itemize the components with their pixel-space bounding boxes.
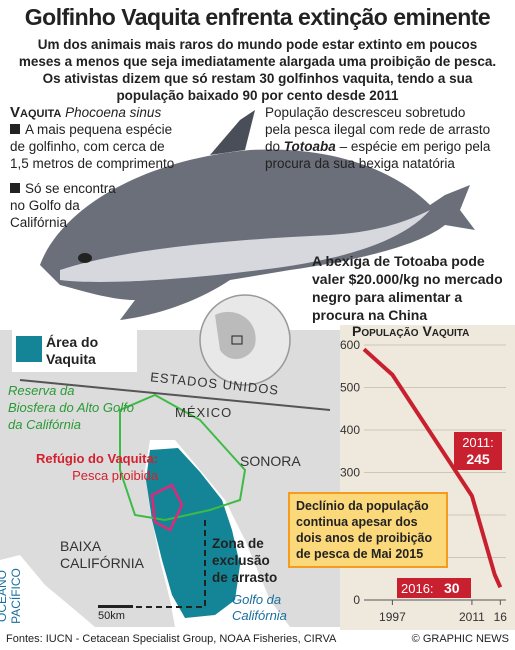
reserve-line: Reserva da xyxy=(8,383,75,398)
note-line: procura na China xyxy=(312,307,428,323)
exclusion-line: de arrasto xyxy=(212,570,278,585)
note-line: A bexiga de Totoaba pode xyxy=(312,253,485,269)
bladder-note: A bexiga de Totoaba pode valer $20.000/k… xyxy=(312,252,503,324)
subtitle-line: meses a menos que seja imediatamente ala… xyxy=(18,54,497,69)
globe-marker xyxy=(231,335,243,345)
note-line: pela pesca ilegal com rede de arrasto xyxy=(265,122,491,137)
exclusion-line: Zona de xyxy=(212,536,264,551)
ocean-line: OCEANO xyxy=(0,570,9,623)
fact: de golfinho, com cerca de xyxy=(10,139,165,154)
baja-line: CALIFÓRNIA xyxy=(60,555,145,571)
x-tick-label: 2011 xyxy=(459,610,485,624)
refuge-label: Refúgio do Vaquita: Pesca proibida xyxy=(36,450,158,484)
fact: Só se encontra xyxy=(25,181,116,196)
callout-line: dois anos de proibição xyxy=(296,531,433,545)
note-line: do xyxy=(265,139,281,154)
y-tick-label: 300 xyxy=(340,466,360,480)
footer: Fontes: IUCN - Cetacean Specialist Group… xyxy=(6,633,509,645)
refuge-outline xyxy=(150,483,184,532)
legend-label: Área do Vaquita xyxy=(46,334,98,368)
ocean-label: OCEANO PACÍFICO xyxy=(0,561,23,631)
globe-land xyxy=(215,311,256,360)
note-line: – espécie em perigo pela xyxy=(339,139,491,154)
border xyxy=(19,379,331,411)
chart-title: População Vaquita xyxy=(352,323,469,339)
legend-line: Área do xyxy=(46,334,99,350)
credit: © GRAPHIC NEWS xyxy=(411,633,509,645)
species-name: Vaquita xyxy=(10,104,62,121)
reserve-label: Reserva da Biosfera do Alto Golfo da Cal… xyxy=(8,382,134,433)
exclusion-line xyxy=(135,520,206,608)
refuge-title: Refúgio do Vaquita: xyxy=(36,451,159,466)
y-tick-label: 0 xyxy=(353,593,360,607)
mexico-label: MÉXICO xyxy=(175,405,233,420)
callout-line: de pesca de Mai 2015 xyxy=(296,547,424,561)
subtitle: Um dos animais mais raros do mundo pode … xyxy=(0,36,515,104)
population-line xyxy=(362,347,503,589)
value-label: 245 xyxy=(466,451,490,467)
legend-swatch xyxy=(16,336,42,362)
gulf-label: Golfo da Califórnia xyxy=(232,592,287,624)
exclusion-line: exclusão xyxy=(212,553,270,568)
vaquita-area xyxy=(146,448,240,618)
dolphin-belly xyxy=(60,210,430,282)
species-latin: Phocoena sinus xyxy=(65,105,162,120)
gulf-line: Golfo da xyxy=(232,592,282,607)
gulf-line: Califórnia xyxy=(232,608,287,623)
exclusion-label: Zona de exclusão de arrasto xyxy=(212,535,277,586)
sonora-label: SONORA xyxy=(240,453,301,469)
totoaba: Totoaba xyxy=(283,139,336,154)
fact: no Golfo da xyxy=(10,198,80,213)
annotation-label: 2016: xyxy=(401,581,434,596)
fact: Califórnia xyxy=(10,215,68,230)
annotation-box xyxy=(454,432,502,470)
reserve-outline xyxy=(119,393,247,522)
map-ocean xyxy=(0,555,95,627)
note-line: valer $20.000/kg no mercado xyxy=(312,271,503,287)
subtitle-line: Um dos animais mais raros do mundo pode … xyxy=(37,37,478,52)
fact: 1,5 metros de comprimento xyxy=(10,156,175,171)
callout-line: Declínio da população xyxy=(296,499,429,513)
sources: Fontes: IUCN - Cetacean Specialist Group… xyxy=(6,633,337,645)
y-tick-label: 500 xyxy=(340,381,360,395)
annotation-box xyxy=(397,578,471,598)
legend-line: Vaquita xyxy=(46,351,96,367)
dolphin-eye xyxy=(78,253,92,263)
annotation-label: 2011: xyxy=(462,435,494,450)
scale-bar xyxy=(98,605,133,608)
baja-line: BAIXA xyxy=(60,538,102,554)
reserve-line: Biosfera do Alto Golfo xyxy=(8,400,134,415)
subtitle-line: Os ativistas dizem que só restam 30 golf… xyxy=(42,71,473,86)
dolphin-fin xyxy=(210,110,255,155)
subtitle-line: população baixado 90 por cento desde 201… xyxy=(116,88,399,103)
refuge-note: Pesca proibida xyxy=(72,468,159,483)
ocean-line: PACÍFICO xyxy=(9,568,23,624)
baja-label: BAIXA CALIFÓRNIA xyxy=(60,538,144,572)
fact: A mais pequena espécie xyxy=(25,122,173,137)
y-tick-label: 600 xyxy=(340,338,360,352)
title: Golfinho Vaquita enfrenta extinção emine… xyxy=(24,4,491,30)
reserve-line: da Califórnia xyxy=(8,417,81,432)
species-info: Vaquita Phocoena sinus A mais pequena es… xyxy=(10,104,174,231)
y-tick-label: 400 xyxy=(340,423,360,437)
chart-callout: Declínio da população continua apesar do… xyxy=(288,492,448,568)
note-line: procura da sua bexiga natatória xyxy=(265,156,455,171)
population-note: População descresceu sobretudo pela pesc… xyxy=(265,104,490,172)
x-tick-label: 16 xyxy=(494,610,508,624)
note-line: negro para alimentar a xyxy=(312,289,463,305)
x-tick-label: 1997 xyxy=(379,610,406,624)
scale-label: 50km xyxy=(98,610,125,622)
value-label: 30 xyxy=(444,580,460,596)
callout-line: continua apesar dos xyxy=(296,515,418,529)
note-line: População descresceu sobretudo xyxy=(265,105,466,120)
